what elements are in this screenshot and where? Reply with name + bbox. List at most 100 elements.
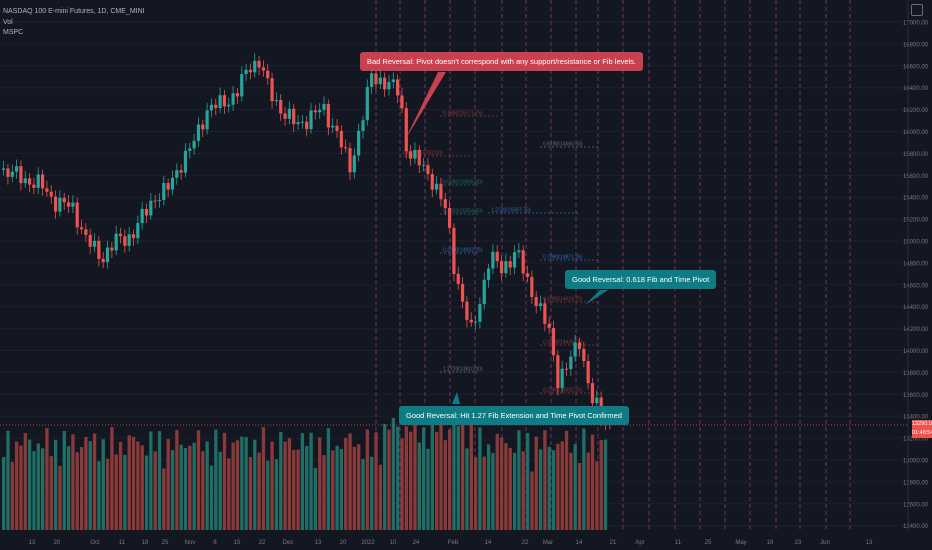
candle — [370, 73, 374, 87]
candle — [517, 250, 521, 253]
x-tick-label: 8 — [213, 540, 217, 546]
candle — [534, 297, 538, 307]
candle — [504, 261, 508, 274]
good-reversal-annotation-1: Good Reversal: 0.618 Fib and Time Pivot — [565, 270, 717, 289]
y-tick-label: 14800.00 — [903, 261, 929, 267]
candle — [127, 234, 131, 246]
candle — [439, 183, 443, 200]
volume-bar — [443, 440, 447, 530]
x-tick-label: 24 — [413, 540, 420, 546]
fib-level-label: 0.5000(15505.00) — [443, 180, 483, 186]
x-tick-label: 25 — [705, 540, 712, 546]
candle — [27, 178, 32, 185]
x-tick-label: 13 — [29, 540, 36, 546]
volume-bar — [365, 429, 370, 530]
candle — [253, 60, 257, 73]
volume-bar — [387, 429, 391, 530]
candle — [10, 171, 14, 177]
volume-bar — [140, 445, 144, 530]
candle — [318, 109, 322, 113]
volume-bar — [27, 439, 32, 530]
mspc-indicator-label: MSPC — [3, 29, 24, 36]
candle — [357, 130, 361, 156]
volume-bar — [335, 445, 339, 530]
volume-bar — [240, 436, 244, 530]
volume-bar — [331, 450, 335, 530]
candle — [352, 155, 356, 173]
volume-bar — [205, 441, 209, 530]
candle — [460, 283, 465, 302]
y-tick-label: 13000.00 — [903, 459, 929, 465]
volume-bar — [486, 444, 491, 530]
candle — [283, 113, 287, 119]
y-tick-label: 13200.00 — [903, 437, 929, 443]
candle — [170, 177, 175, 190]
fib-level-label: 0.6180(15782.00) — [403, 151, 443, 157]
candle — [300, 121, 304, 123]
volume-bar — [534, 436, 538, 530]
y-tick-label: 12400.00 — [903, 524, 929, 530]
candle — [465, 301, 469, 320]
candle — [40, 174, 45, 189]
candle — [235, 93, 240, 97]
candle — [71, 202, 75, 207]
volume-bar — [214, 429, 218, 530]
volume-bar — [426, 448, 430, 530]
candle — [97, 240, 101, 259]
y-tick-label: 16400.00 — [903, 86, 929, 92]
volume-bar — [452, 420, 456, 530]
volume-bar — [413, 413, 417, 530]
x-tick-label: 2022 — [361, 540, 375, 546]
candle — [88, 234, 92, 247]
x-tick-label: 25 — [162, 540, 169, 546]
x-tick-label: May — [735, 540, 746, 546]
candle — [196, 124, 201, 141]
candle — [62, 197, 66, 203]
y-tick-label: 16000.00 — [903, 130, 929, 136]
candle — [183, 150, 188, 173]
y-tick-label: 14200.00 — [903, 327, 929, 333]
candle — [231, 93, 235, 105]
volume-bar — [175, 430, 179, 530]
volume-bar — [422, 427, 426, 530]
candle — [105, 247, 110, 263]
candle — [331, 125, 335, 128]
x-tick-label: 22 — [259, 540, 266, 546]
candle — [508, 261, 512, 268]
volume-bar — [287, 438, 292, 530]
x-tick-label: 13 — [866, 540, 873, 546]
candle — [473, 321, 478, 323]
candle — [19, 166, 23, 184]
candle — [222, 95, 227, 107]
candle — [214, 104, 218, 109]
x-tick-label: 13 — [315, 540, 322, 546]
candle — [179, 170, 183, 173]
candle — [261, 67, 265, 71]
volume-bar — [508, 447, 512, 530]
volume-bar — [2, 457, 6, 530]
candle — [6, 168, 10, 177]
volume-bar — [192, 442, 196, 530]
volume-bar — [279, 431, 283, 530]
x-tick-label: 22 — [522, 540, 529, 546]
candle — [512, 252, 517, 268]
candle — [525, 273, 530, 277]
volume-bar — [14, 441, 19, 530]
volume-bar — [491, 452, 495, 530]
x-tick-label: Oct — [90, 540, 100, 546]
candle — [75, 202, 79, 228]
volume-bar — [543, 430, 547, 530]
candle — [365, 86, 369, 121]
y-tick-label: 16600.00 — [903, 64, 929, 70]
candle — [162, 183, 166, 200]
chart-settings-icon[interactable] — [911, 4, 923, 16]
x-tick-label: Jun — [820, 540, 830, 546]
candle — [383, 77, 387, 90]
candle — [296, 122, 300, 125]
candle — [157, 199, 162, 201]
candle — [118, 233, 123, 237]
volume-bar — [19, 445, 23, 530]
volume-bar — [58, 465, 62, 530]
volume-bar — [227, 458, 231, 530]
